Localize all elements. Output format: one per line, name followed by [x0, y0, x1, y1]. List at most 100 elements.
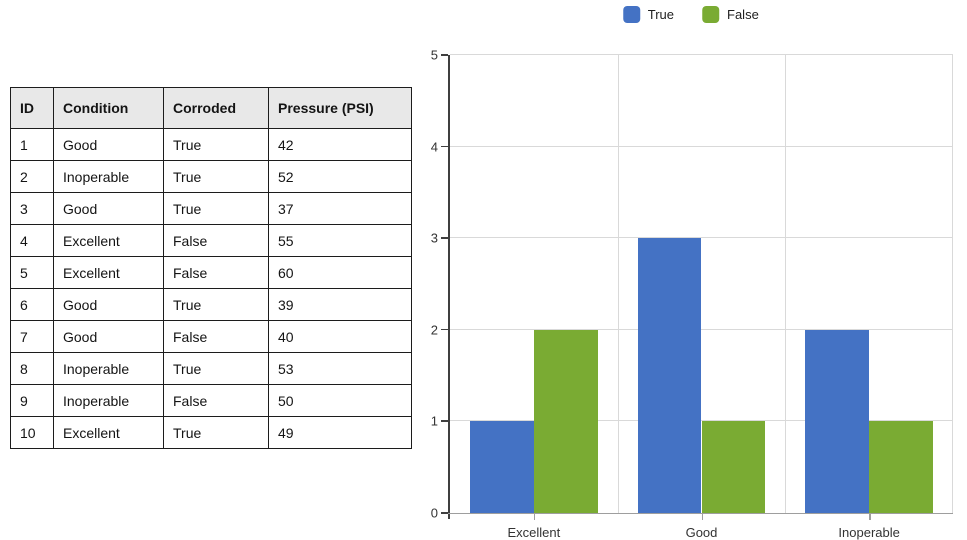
table-cell: Inoperable: [53, 160, 164, 193]
h-gridline: [450, 237, 953, 239]
legend-label-true: True: [647, 7, 675, 22]
legend-swatch-true: [622, 6, 640, 23]
y-axis-tick: [441, 328, 448, 331]
table-cell: 10: [10, 416, 54, 449]
table-cell: False: [163, 320, 269, 353]
table-cell: 37: [268, 192, 412, 225]
table-cell: True: [163, 288, 269, 321]
table-cell: True: [163, 192, 269, 225]
table-row: 7 Good False 40: [10, 320, 412, 353]
table-cell: Excellent: [53, 416, 164, 449]
table-cell: 6: [10, 288, 54, 321]
table-row: 4 Excellent False 55: [10, 224, 412, 257]
table-cell: 1: [10, 128, 54, 161]
table-cell: 49: [268, 416, 412, 449]
y-axis-label: 3: [430, 230, 438, 246]
table-row: 2 Inoperable True 52: [10, 160, 412, 193]
plot-area: 0 1 2 3 4 5 Excellent Good Inoperable: [431, 48, 953, 540]
bar-false-inoperable: [869, 421, 934, 513]
bar-true-good: [637, 238, 702, 513]
x-axis-label: Good: [685, 525, 718, 540]
table-cell: 39: [268, 288, 412, 321]
table-header-row: ID Condition Corroded Pressure (PSI): [10, 87, 412, 129]
v-gridline: [952, 55, 953, 513]
table-body: 1 Good True 42 2 Inoperable True 52 3 Good True 37 4…: [10, 128, 412, 449]
legend-item-true: True: [622, 6, 675, 23]
h-gridline: [450, 420, 953, 422]
bar-false-good: [701, 421, 766, 513]
table-row: 3 Good True 37: [10, 192, 412, 225]
table-cell: 52: [268, 160, 412, 193]
bar-true-excellent: [469, 421, 534, 513]
h-gridline: [450, 145, 953, 147]
y-axis-tick: [441, 420, 448, 422]
x-axis-tick: [869, 514, 871, 520]
table-cell: True: [163, 416, 269, 449]
table-row: 1 Good True 42: [10, 128, 412, 161]
x-axis-line: [448, 512, 953, 514]
h-gridline: [450, 328, 953, 330]
table-cell: True: [163, 352, 269, 385]
v-gridline: [617, 55, 619, 513]
table-cell: Inoperable: [53, 352, 164, 385]
table-cell: 60: [268, 256, 412, 289]
table-cell: True: [163, 160, 269, 193]
table-cell: 40: [268, 320, 412, 353]
bar-false-excellent: [533, 329, 598, 513]
table-row: 6 Good True 39: [10, 288, 412, 321]
table-cell: 5: [10, 256, 54, 289]
table-cell: 4: [10, 224, 54, 257]
table-row: 9 Inoperable False 50: [10, 384, 412, 417]
legend-label-false: False: [727, 7, 759, 22]
bar-chart: True False 0 1 2 3 4 5 Excellent Good Inoperable: [420, 0, 967, 540]
x-axis-tick: [701, 514, 703, 520]
table-row: 8 Inoperable True 53: [10, 352, 412, 385]
table-cell: Good: [53, 192, 164, 225]
table-cell: False: [163, 224, 269, 257]
legend-item-false: False: [702, 6, 759, 23]
table-cell: Excellent: [53, 224, 164, 257]
bar-true-inoperable: [805, 329, 870, 513]
table-cell: False: [163, 256, 269, 289]
table-cell: False: [163, 384, 269, 417]
table-cell: 50: [268, 384, 412, 417]
legend-swatch-false: [702, 6, 720, 23]
y-axis-tick: [441, 145, 448, 148]
table-cell: 3: [10, 192, 54, 225]
h-gridline: [450, 54, 953, 55]
column-header: Condition: [53, 87, 164, 129]
x-axis-label: Excellent: [507, 525, 561, 540]
table-cell: Good: [53, 320, 164, 353]
column-header: Pressure (PSI): [268, 87, 412, 129]
y-axis-line: [448, 55, 450, 519]
x-axis-tick: [533, 514, 536, 520]
table-cell: 9: [10, 384, 54, 417]
y-axis-tick: [441, 237, 448, 239]
y-axis-tick: [441, 54, 448, 56]
pipes-data-table: ID Condition Corroded Pressure (PSI) 1 Good T…: [10, 87, 412, 449]
table-row: 5 Excellent False 60: [10, 256, 412, 289]
column-header: Corroded: [163, 87, 269, 129]
y-axis-label: 2: [430, 322, 438, 338]
y-axis-label: 4: [430, 139, 438, 155]
table-cell: 55: [268, 224, 412, 257]
table-cell: 7: [10, 320, 54, 353]
table-cell: Good: [53, 288, 164, 321]
table-cell: 42: [268, 128, 412, 161]
v-gridline: [785, 55, 787, 513]
x-axis-label: Inoperable: [838, 525, 900, 540]
table-cell: 2: [10, 160, 54, 193]
table-cell: Excellent: [53, 256, 164, 289]
column-header: ID: [10, 87, 54, 129]
table-cell: Inoperable: [53, 384, 164, 417]
y-axis-label: 1: [430, 413, 438, 429]
table-cell: 8: [10, 352, 54, 385]
table-cell: Good: [53, 128, 164, 161]
chart-legend: True False: [622, 6, 759, 23]
y-axis-label: 0: [430, 505, 438, 521]
table-cell: True: [163, 128, 269, 161]
y-axis-label: 5: [430, 47, 438, 63]
y-axis-tick: [441, 512, 448, 514]
table-row: 10 Excellent True 49: [10, 416, 412, 449]
table-cell: 53: [268, 352, 412, 385]
